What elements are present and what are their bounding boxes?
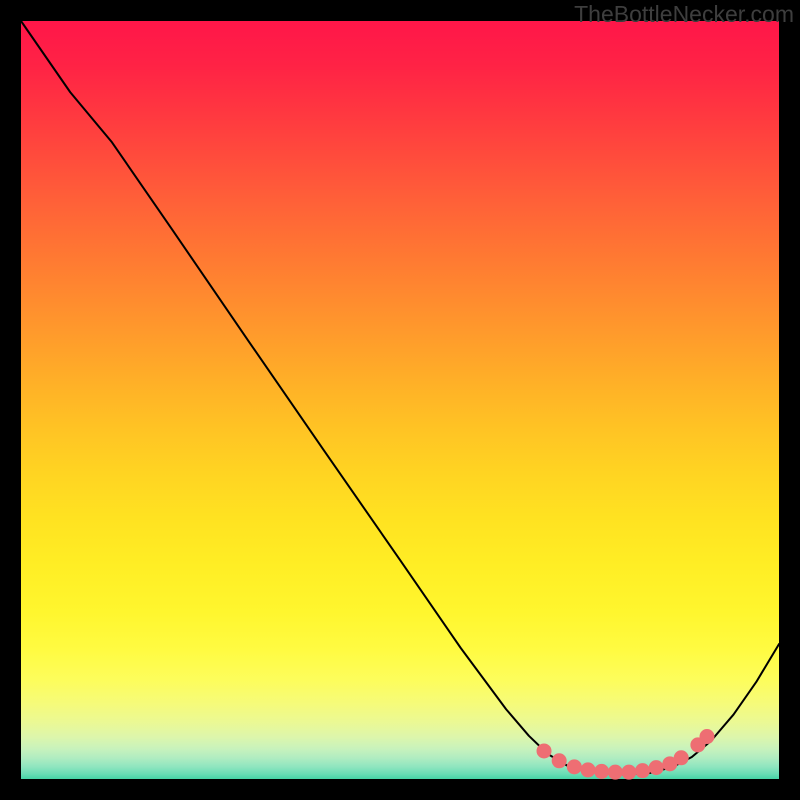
curve-marker xyxy=(581,763,595,777)
curve-marker xyxy=(649,761,663,775)
curve-marker xyxy=(674,751,688,765)
chart-svg xyxy=(0,0,800,800)
curve-marker xyxy=(595,764,609,778)
curve-marker xyxy=(552,754,566,768)
curve-marker xyxy=(608,765,622,779)
curve-marker xyxy=(622,765,636,779)
curve-marker xyxy=(636,764,650,778)
chart-stage: TheBottleNecker.com xyxy=(0,0,800,800)
curve-marker xyxy=(700,730,714,744)
curve-marker xyxy=(537,744,551,758)
plot-area-gradient xyxy=(21,21,779,779)
curve-marker xyxy=(567,760,581,774)
